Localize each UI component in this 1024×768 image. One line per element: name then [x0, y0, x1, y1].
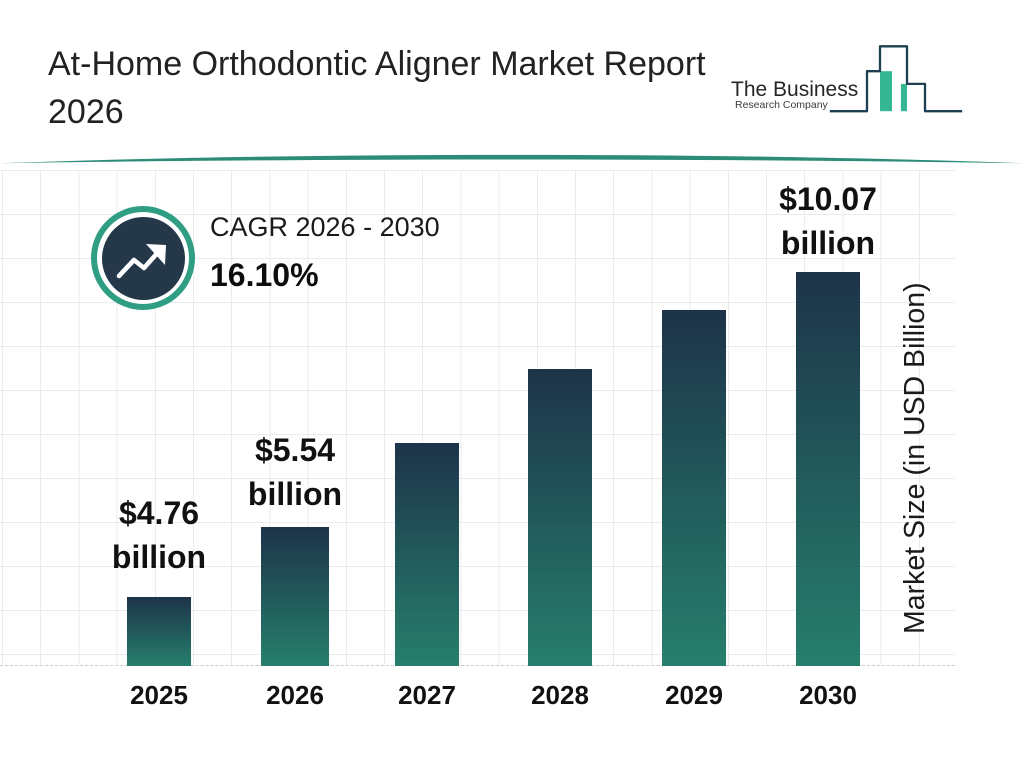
svg-text:Research Company: Research Company: [735, 99, 829, 111]
svg-text:The Business: The Business: [731, 78, 858, 101]
